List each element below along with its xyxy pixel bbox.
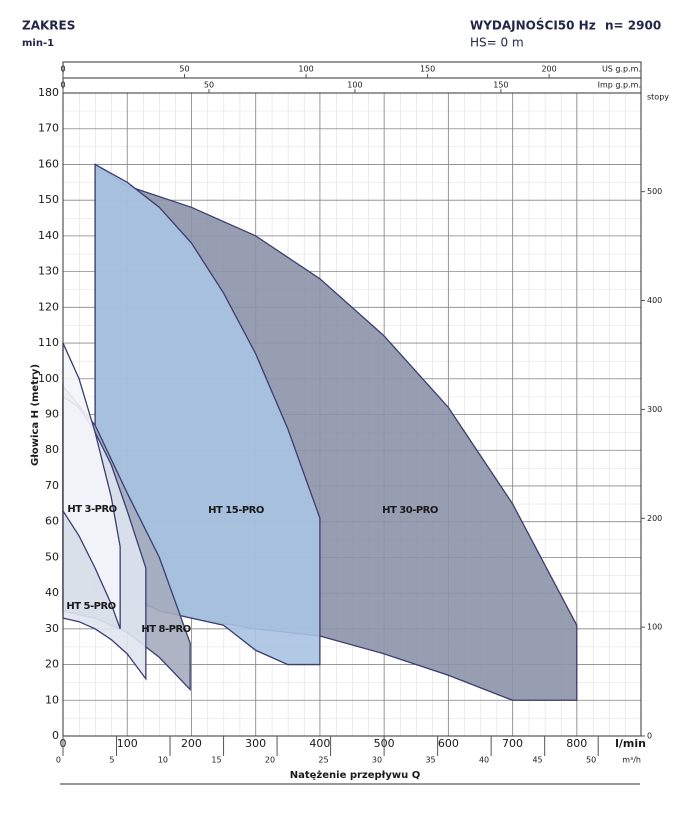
x4-unit: Imp g.p.m. <box>598 81 641 90</box>
y2-tick-label: 400 <box>647 296 662 305</box>
x2-tick-label: 5 <box>109 756 114 765</box>
x-axis-title: Natężenie przepływu Q <box>290 770 421 781</box>
y-tick-label: 160 <box>38 157 59 170</box>
y-tick-label: 120 <box>38 300 59 313</box>
y-tick-label: 130 <box>38 265 59 278</box>
x3-tick-label: 200 <box>541 65 556 74</box>
x-tick-label: 600 <box>438 737 459 750</box>
x2-tick-label: 10 <box>158 756 168 765</box>
x2-tick-label: 15 <box>211 756 221 765</box>
y-tick-label: 40 <box>45 586 59 599</box>
y2-unit: stopy <box>647 93 669 102</box>
x4-tick-label: 50 <box>204 81 214 90</box>
x3-unit: US g.p.m. <box>602 65 641 74</box>
x4-tick-label: 0 <box>60 81 65 90</box>
suction: HS= 0 m <box>470 36 524 50</box>
x-tick-label: 300 <box>245 737 266 750</box>
y-tick-label: 140 <box>38 229 59 242</box>
x-unit: l/min <box>615 737 646 750</box>
x2-tick-label: 30 <box>372 756 382 765</box>
y-tick-label: 110 <box>38 336 59 349</box>
y-tick-label: 10 <box>45 693 59 706</box>
subtitle: min-1 <box>22 38 54 49</box>
y-tick-label: 70 <box>45 479 59 492</box>
x2-tick-label: 0 <box>56 756 61 765</box>
y2-tick-label: 300 <box>647 405 662 414</box>
x-tick-label: 400 <box>309 737 330 750</box>
y-tick-label: 80 <box>45 443 59 456</box>
y-tick-label: 20 <box>45 658 59 671</box>
y2-tick-label: 200 <box>647 514 662 523</box>
x2-tick-label: 25 <box>318 756 328 765</box>
region <box>62 342 121 630</box>
region-label: HT 30-PRO <box>382 505 438 516</box>
region-label: HT 3-PRO <box>67 504 116 515</box>
y2-tick-label: 100 <box>647 623 662 632</box>
x-tick-label: 700 <box>502 737 523 750</box>
region-label: HT 15-PRO <box>208 505 264 516</box>
x2-tick-label: 20 <box>265 756 275 765</box>
x4-tick-label: 100 <box>347 81 362 90</box>
region-label: HT 8-PRO <box>141 624 190 635</box>
x2-tick-label: 50 <box>586 756 596 765</box>
y-tick-label: 90 <box>45 408 59 421</box>
y-tick-label: 150 <box>38 193 59 206</box>
speed: n= 2900 <box>605 19 661 33</box>
x3-tick-label: 150 <box>420 65 435 74</box>
y2-tick-label: 500 <box>647 187 662 196</box>
frequency: WYDAJNOŚCI50 Hz <box>470 18 596 33</box>
region-label: HT 5-PRO <box>66 601 115 612</box>
x2-tick-label: 45 <box>532 756 542 765</box>
y-tick-label: 180 <box>38 86 59 99</box>
y-tick-label: 0 <box>52 729 59 742</box>
x3-tick-label: 50 <box>179 65 189 74</box>
x-tick-label: 200 <box>181 737 202 750</box>
title: ZAKRES <box>22 19 75 33</box>
x3-tick-label: 0 <box>60 65 65 74</box>
y-tick-label: 60 <box>45 515 59 528</box>
x3-tick-label: 100 <box>298 65 313 74</box>
y-tick-label: 100 <box>38 372 59 385</box>
y-tick-label: 50 <box>45 550 59 563</box>
y-tick-label: 170 <box>38 122 59 135</box>
x-tick-label: 800 <box>566 737 587 750</box>
x2-unit: m³/h <box>622 756 641 765</box>
x-tick-label: 100 <box>117 737 138 750</box>
x4-tick-label: 150 <box>493 81 508 90</box>
x2-tick-label: 40 <box>479 756 489 765</box>
y-axis-title: Głowica H (metry) <box>30 364 41 466</box>
x2-tick-label: 35 <box>425 756 435 765</box>
y2-tick-label: 0 <box>647 732 652 741</box>
y-tick-label: 30 <box>45 622 59 635</box>
plot-frame <box>62 61 642 737</box>
